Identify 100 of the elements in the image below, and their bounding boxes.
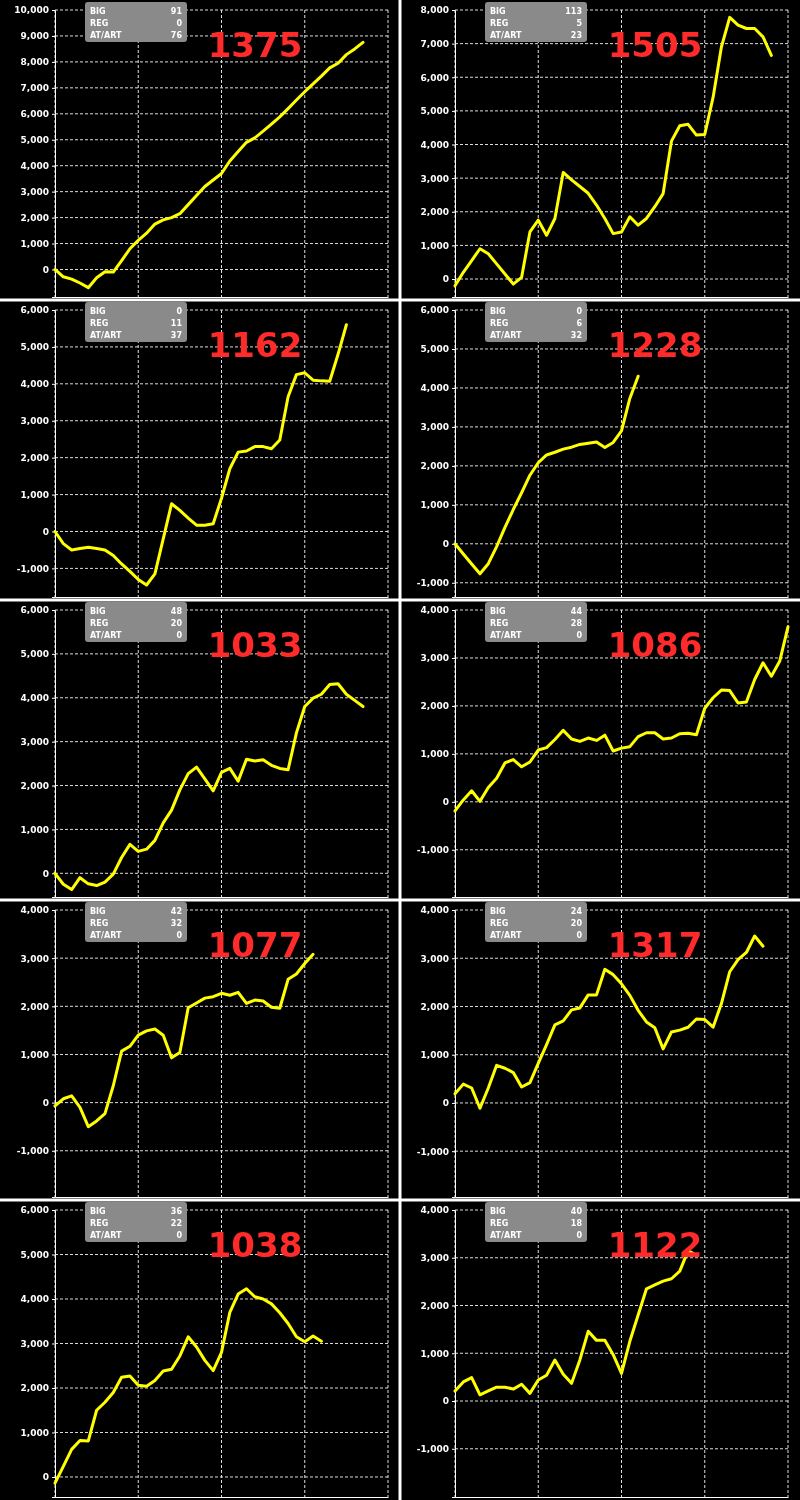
text: 1505 <box>607 25 703 65</box>
y-tick-label: 9,000 <box>20 31 49 42</box>
annotation: 6 <box>576 319 583 328</box>
y-tick-label: 0 <box>42 868 49 879</box>
annotation: AT/ART <box>90 31 122 40</box>
y-tick-label: 3,000 <box>20 737 49 748</box>
y-tick-label: 1,000 <box>20 489 49 500</box>
annotation: 28 <box>570 619 583 628</box>
annotation: 32 <box>570 331 582 340</box>
annotation: AT/ART <box>90 1231 122 1240</box>
y-tick-label: 6,000 <box>420 305 449 316</box>
annotation: 36 <box>170 1207 183 1216</box>
y-tick-label: 2,000 <box>420 1300 449 1311</box>
annotation: 44 <box>570 607 583 616</box>
y-tick-label: 6,000 <box>20 109 49 120</box>
annotation: BIG <box>90 1207 106 1216</box>
y-tick-label: 5,000 <box>20 135 49 146</box>
y-tick-label: 4,000 <box>420 383 449 394</box>
annotation: BIG <box>490 607 506 616</box>
annotation: BIG <box>90 307 106 316</box>
annotation: 0 <box>176 1231 183 1240</box>
annotation: 91 <box>170 7 183 16</box>
y-tick-label: 4,000 <box>20 379 49 390</box>
line-series <box>453 374 640 576</box>
annotation: 40 <box>570 1207 583 1216</box>
y-tick-label: -1,000 <box>16 1146 49 1157</box>
text: 1162 <box>207 325 303 365</box>
annotation: 23 <box>570 31 582 40</box>
y-tick-label: 0 <box>442 274 449 285</box>
annotation: REG <box>490 319 509 328</box>
line-series <box>53 682 365 892</box>
y-tick-label: 3,000 <box>20 953 49 964</box>
y-tick-label: 10,000 <box>14 5 49 16</box>
annotation: BIG <box>90 607 106 616</box>
y-tick-label: 6,000 <box>20 305 49 316</box>
y-tick-label: 4,000 <box>20 161 49 172</box>
line-series <box>453 15 773 288</box>
y-tick-label: 1,000 <box>420 1050 449 1061</box>
y-tick-label: 4,000 <box>420 139 449 150</box>
y-tick-label: 0 <box>42 526 49 537</box>
y-tick-label: 1,000 <box>20 1427 49 1438</box>
y-tick-label: 4,000 <box>420 1205 449 1216</box>
text: 1317 <box>607 925 703 965</box>
y-tick-label: 7,000 <box>20 83 49 94</box>
annotation: 0 <box>576 307 583 316</box>
annotation: 5 <box>576 19 583 28</box>
y-tick-label: 3,000 <box>420 653 449 664</box>
y-tick-label: 5,000 <box>20 1249 49 1260</box>
annotation: 18 <box>570 1219 583 1228</box>
annotation: AT/ART <box>490 931 522 940</box>
y-tick-label: 1,000 <box>20 824 49 835</box>
annotation: 32 <box>170 919 182 928</box>
y-tick-label: 4,000 <box>420 605 449 616</box>
y-tick-label: 3,000 <box>420 422 449 433</box>
text: 1033 <box>207 625 303 665</box>
annotation: 24 <box>570 907 583 916</box>
y-tick-label: 2,000 <box>20 1383 49 1394</box>
y-tick-label: 0 <box>442 539 449 550</box>
y-tick-label: 2,000 <box>420 1001 449 1012</box>
annotation: BIG <box>490 7 506 16</box>
y-tick-label: 3,000 <box>20 1338 49 1349</box>
y-tick-label: 1,000 <box>20 1049 49 1060</box>
text: 1228 <box>607 325 703 365</box>
y-tick-label: -1,000 <box>416 1444 449 1455</box>
y-tick-label: 5,000 <box>420 344 449 355</box>
annotation: AT/ART <box>90 631 122 640</box>
text: 1077 <box>207 925 303 965</box>
y-tick-label: 2,000 <box>420 461 449 472</box>
y-tick-label: 1,000 <box>20 238 49 249</box>
annotation: AT/ART <box>490 331 522 340</box>
y-tick-label: 5,000 <box>420 106 449 117</box>
y-tick-label: 5,000 <box>20 342 49 353</box>
y-tick-label: -1,000 <box>416 1146 449 1157</box>
y-tick-label: 0 <box>42 1472 49 1483</box>
y-tick-label: 2,000 <box>20 453 49 464</box>
y-tick-label: 6,000 <box>420 72 449 83</box>
annotation: REG <box>90 319 109 328</box>
annotation: BIG <box>90 907 106 916</box>
y-tick-label: 3,000 <box>420 173 449 184</box>
annotation: 113 <box>565 7 582 16</box>
annotation: AT/ART <box>490 631 522 640</box>
annotation: 11 <box>170 319 183 328</box>
line-series <box>453 625 790 813</box>
y-tick-label: 3,000 <box>420 1253 449 1264</box>
y-tick-label: 0 <box>42 1098 49 1108</box>
annotation: REG <box>490 1219 509 1228</box>
annotation: 0 <box>176 307 183 316</box>
y-tick-label: 0 <box>442 1098 449 1109</box>
y-tick-label: 1,000 <box>420 749 449 760</box>
y-tick-label: 2,000 <box>20 780 49 791</box>
annotation: 0 <box>576 1231 583 1240</box>
annotation: BIG <box>490 1207 506 1216</box>
annotation: REG <box>490 19 509 28</box>
annotation: AT/ART <box>90 331 122 340</box>
y-tick-label: 4,000 <box>20 1294 49 1305</box>
annotation: REG <box>90 19 109 28</box>
y-tick-label: 0 <box>442 797 449 808</box>
y-tick-label: 4,000 <box>420 905 449 916</box>
annotation: AT/ART <box>490 31 522 40</box>
annotation: BIG <box>490 907 506 916</box>
